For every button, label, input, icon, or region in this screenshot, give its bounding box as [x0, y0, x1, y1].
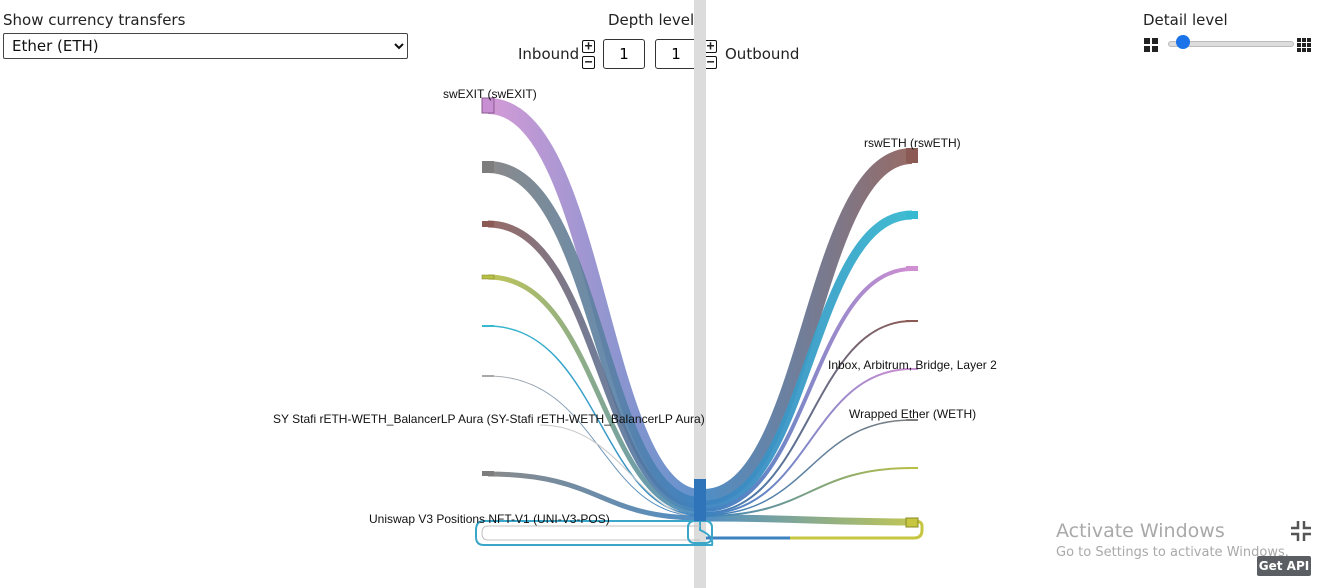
- grid-large-icon[interactable]: [1143, 37, 1159, 53]
- activate-windows-subtitle: Go to Settings to activate Windows.: [1056, 545, 1289, 560]
- inbound-increase-button[interactable]: +: [582, 40, 595, 53]
- grid-small-icon[interactable]: [1296, 37, 1312, 53]
- link-pink-target[interactable]: [703, 267, 913, 512]
- collapse-icon[interactable]: [1289, 519, 1313, 543]
- link-lightgray-source[interactable]: [487, 375, 701, 517]
- link-swexit[interactable]: [487, 98, 701, 505]
- detail-level-label: Detail level: [1143, 11, 1228, 29]
- detail-level-slider[interactable]: [1168, 41, 1294, 47]
- node-gray-source[interactable]: [482, 161, 494, 173]
- label-rsweth: rswETH (rswETH): [864, 136, 961, 150]
- link-brown-source[interactable]: [487, 220, 701, 512]
- node-olive-main[interactable]: [905, 517, 919, 528]
- link-inbox-arbitrum[interactable]: [703, 368, 913, 515]
- activate-windows-title: Activate Windows: [1056, 520, 1225, 542]
- link-olive-source[interactable]: [487, 274, 701, 515]
- node-teal-source[interactable]: [482, 325, 494, 327]
- label-uniswap: Uniswap V3 Positions NFT-V1 (UNI-V3-POS): [369, 512, 610, 526]
- link-weth[interactable]: [703, 419, 913, 516]
- center-divider: [694, 0, 706, 588]
- label-swexit: swEXIT (swEXIT): [443, 87, 537, 101]
- currency-label: Show currency transfers: [3, 11, 186, 29]
- link-teal-target[interactable]: [703, 210, 913, 510]
- link-sy-stafi[interactable]: [539, 424, 701, 518]
- node-weth[interactable]: [906, 419, 918, 421]
- inbound-decrease-button[interactable]: −: [582, 56, 595, 69]
- outbound-decrease-button[interactable]: −: [704, 56, 717, 69]
- node-olive-target[interactable]: [906, 467, 918, 469]
- node-center-address[interactable]: [694, 479, 706, 521]
- node-inbox-arbitrum[interactable]: [906, 368, 918, 370]
- outbound-label: Outbound: [725, 45, 800, 63]
- node-rsweth[interactable]: [906, 148, 918, 163]
- outbound-depth-input[interactable]: [655, 39, 697, 69]
- node-teal-target[interactable]: [906, 211, 918, 219]
- label-inbox-arbitrum: Inbox, Arbitrum, Bridge, Layer 2: [828, 358, 997, 372]
- inbound-depth-input[interactable]: [603, 39, 645, 69]
- node-brown-target[interactable]: [906, 320, 918, 322]
- currency-select[interactable]: Ether (ETH): [3, 33, 408, 59]
- link-olive-target[interactable]: [703, 467, 913, 517]
- detail-level-slider-thumb[interactable]: [1176, 35, 1190, 49]
- node-lightgray-source[interactable]: [482, 375, 494, 377]
- loop-uniswap[interactable]: [475, 520, 714, 546]
- depth-level-label: Depth level: [608, 11, 695, 29]
- get-api-button[interactable]: Get API: [1257, 556, 1311, 576]
- label-weth: Wrapped Ether (WETH): [849, 407, 976, 421]
- node-pink-target[interactable]: [906, 266, 918, 271]
- link-rsweth[interactable]: [703, 148, 913, 505]
- link-brown-target[interactable]: [703, 320, 913, 514]
- node-gray-lower[interactable]: [482, 471, 494, 476]
- loop-uniswap-inner: [481, 525, 700, 541]
- link-olive-main[interactable]: [703, 514, 913, 526]
- inbound-label: Inbound: [518, 45, 580, 63]
- link-gray-source[interactable]: [487, 161, 701, 509]
- link-gray-lower[interactable]: [487, 471, 701, 521]
- node-swexit[interactable]: [481, 97, 495, 114]
- node-brown-source[interactable]: [482, 221, 494, 227]
- node-olive-source[interactable]: [481, 274, 495, 280]
- label-sy-stafi: SY Stafi rETH-WETH_BalancerLP Aura (SY-S…: [273, 412, 705, 426]
